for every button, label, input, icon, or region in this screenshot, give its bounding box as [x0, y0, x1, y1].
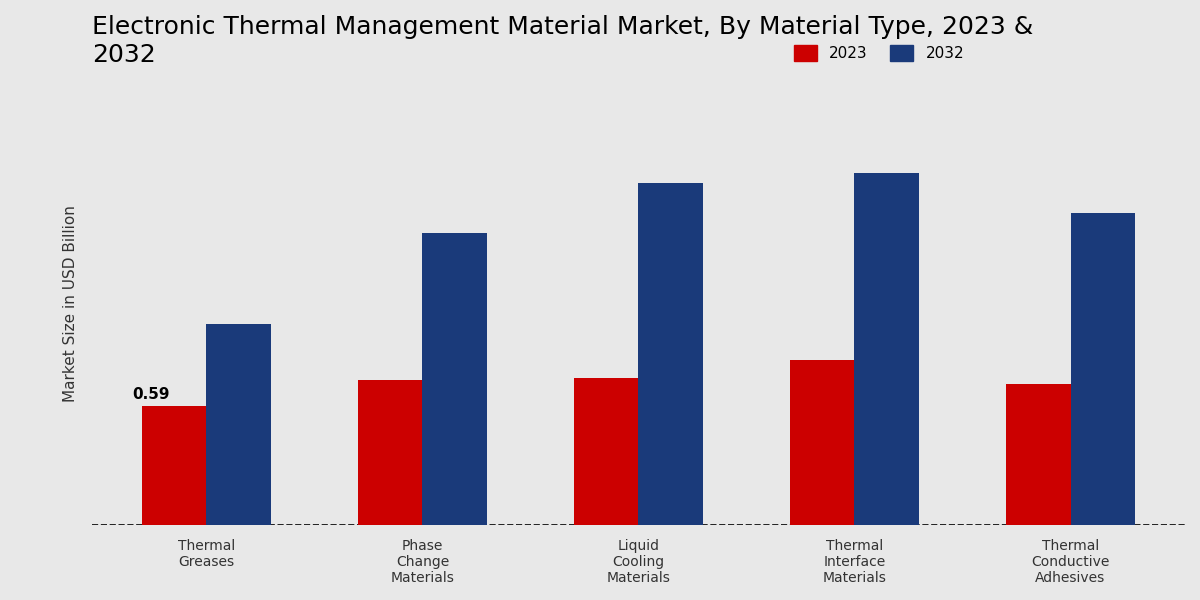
Bar	[206, 324, 271, 525]
Bar	[422, 233, 487, 525]
Legend: 2023, 2032: 2023, 2032	[786, 37, 972, 68]
Bar	[574, 378, 638, 525]
Bar	[1070, 213, 1135, 525]
Bar	[142, 406, 206, 525]
Bar	[1006, 384, 1070, 525]
Text: 0.59: 0.59	[132, 387, 169, 402]
Bar	[638, 183, 703, 525]
Bar	[358, 380, 422, 525]
Bar	[790, 360, 854, 525]
Y-axis label: Market Size in USD Billion: Market Size in USD Billion	[62, 205, 78, 402]
Bar	[854, 173, 919, 525]
Text: Electronic Thermal Management Material Market, By Material Type, 2023 &
2032: Electronic Thermal Management Material M…	[92, 15, 1033, 67]
